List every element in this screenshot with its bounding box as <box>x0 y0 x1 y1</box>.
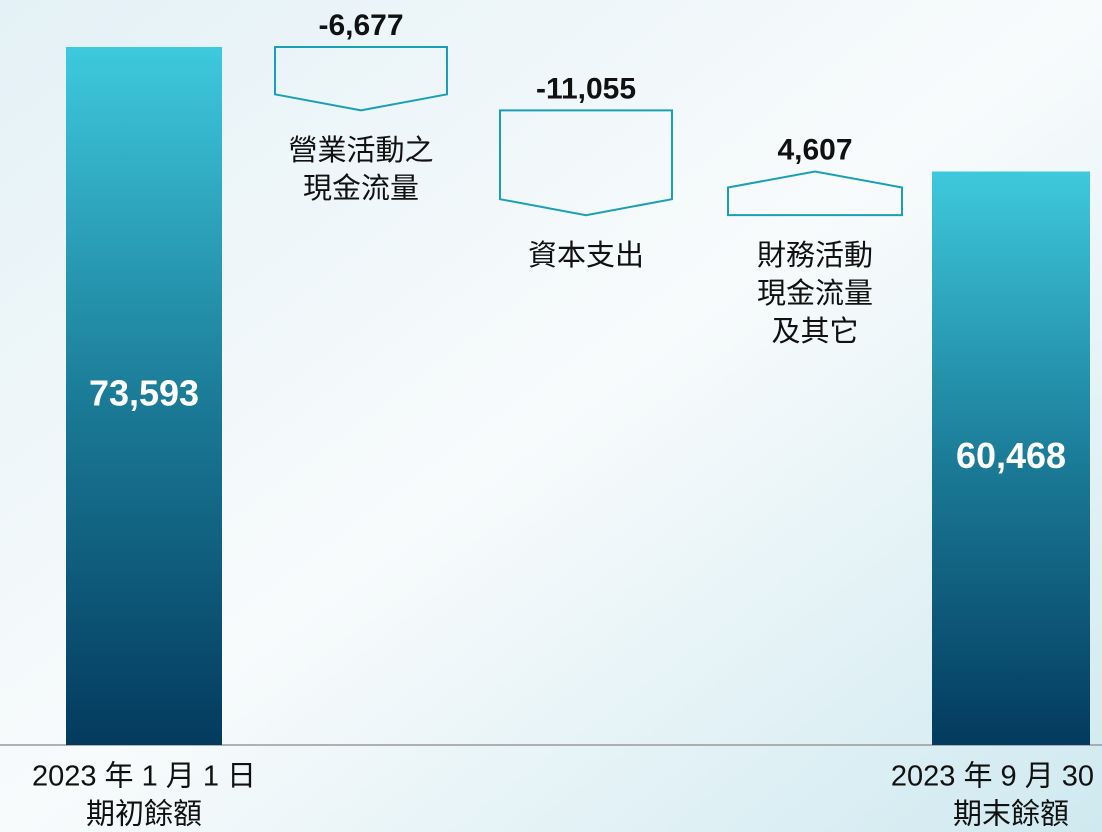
category-label: 及其它 <box>771 315 858 348</box>
category-label: 現金流量 <box>757 277 873 310</box>
delta-box <box>727 170 903 217</box>
value-label: -6,677 <box>318 9 403 42</box>
category-label: 財務活動 <box>757 239 873 272</box>
delta-box <box>274 46 448 112</box>
category-label: 2023 年 9 月 30 日 <box>891 760 1102 793</box>
category-label: 2023 年 1 月 1 日 <box>32 760 256 793</box>
category-label: 營業活動之 <box>288 134 433 167</box>
value-label: 4,607 <box>777 133 852 166</box>
category-label: 現金流量 <box>303 172 419 205</box>
value-label: 60,468 <box>956 435 1066 476</box>
bar <box>66 47 222 745</box>
delta-box <box>499 109 673 217</box>
category-label: 期末餘額 <box>953 798 1069 831</box>
value-label: 73,593 <box>89 373 199 414</box>
value-label: -11,055 <box>536 72 636 105</box>
bar <box>932 171 1090 745</box>
category-label: 資本支出 <box>528 239 644 272</box>
category-label: 期初餘額 <box>86 798 202 831</box>
